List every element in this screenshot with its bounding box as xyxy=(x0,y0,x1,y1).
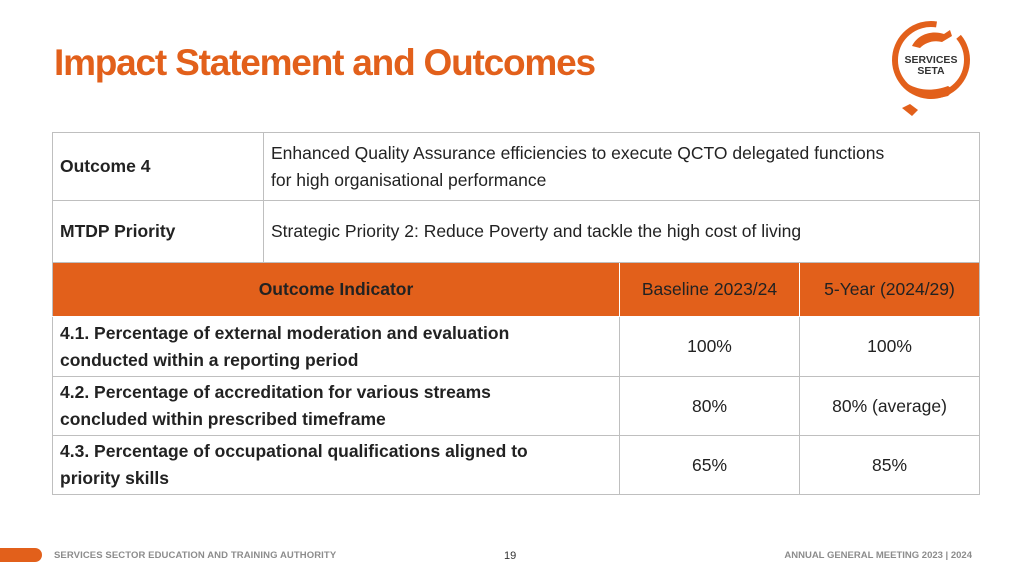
top-hand-icon xyxy=(912,30,952,48)
indicator-header-row: Outcome Indicator Baseline 2023/24 5-Yea… xyxy=(52,262,981,317)
page-number: 19 xyxy=(504,550,517,562)
outcome-indicator-header: Outcome Indicator xyxy=(52,262,620,317)
baseline-cell: 80% xyxy=(619,376,800,436)
baseline-header: Baseline 2023/24 xyxy=(619,262,800,317)
target-cell: 100% xyxy=(798,316,981,377)
indicator-cell: 4.3. Percentage of occupational qualific… xyxy=(52,435,620,495)
outcome-label: Outcome 4 xyxy=(52,132,264,201)
outcome-description: Enhanced Quality Assurance efficiencies … xyxy=(262,132,981,201)
outcome-row: Outcome 4 Enhanced Quality Assurance eff… xyxy=(52,132,981,201)
outcomes-table: Outcome 4 Enhanced Quality Assurance eff… xyxy=(52,132,981,495)
indicator-line1: 4.1. Percentage of external moderation a… xyxy=(60,322,510,343)
page-title: Impact Statement and Outcomes xyxy=(54,42,596,83)
baseline-cell: 65% xyxy=(619,435,800,495)
indicator-line1: 4.2. Percentage of accreditation for var… xyxy=(60,382,491,402)
table-row: 4.2. Percentage of accreditation for var… xyxy=(52,376,981,436)
outcome-description-line2: for high organisational performance xyxy=(271,169,547,190)
footer-accent-bar xyxy=(0,548,42,562)
footer-event: ANNUAL GENERAL MEETING 2023 | 2024 xyxy=(784,550,972,561)
outcome-description-line1: Enhanced Quality Assurance efficiencies … xyxy=(271,142,885,163)
table-row: 4.3. Percentage of occupational qualific… xyxy=(52,435,981,495)
table-row: 4.1. Percentage of external moderation a… xyxy=(52,316,981,377)
indicator-line2: priority skills xyxy=(60,468,169,488)
services-seta-logo: SERVICES SETA xyxy=(892,21,970,116)
indicator-line2: conducted within a reporting period xyxy=(60,349,359,370)
logo-line2: SETA xyxy=(917,65,945,77)
bottom-hand-icon xyxy=(902,84,954,116)
indicator-line2: concluded within prescribed timeframe xyxy=(60,409,386,429)
logo-line1: SERVICES xyxy=(905,54,958,66)
footer-organisation: SERVICES SECTOR EDUCATION AND TRAINING A… xyxy=(54,550,337,561)
mtdp-priority-label: MTDP Priority xyxy=(52,200,264,263)
indicator-cell: 4.1. Percentage of external moderation a… xyxy=(52,316,620,377)
target-cell: 85% xyxy=(798,435,981,495)
indicator-line1: 4.3. Percentage of occupational qualific… xyxy=(60,441,528,461)
mtdp-priority-row: MTDP Priority Strategic Priority 2: Redu… xyxy=(52,200,981,263)
baseline-cell: 100% xyxy=(619,316,800,377)
target-cell: 80% (average) xyxy=(798,376,981,436)
indicator-cell: 4.2. Percentage of accreditation for var… xyxy=(52,376,620,436)
five-year-header: 5-Year (2024/29) xyxy=(798,262,981,317)
mtdp-priority-value: Strategic Priority 2: Reduce Poverty and… xyxy=(262,200,981,263)
